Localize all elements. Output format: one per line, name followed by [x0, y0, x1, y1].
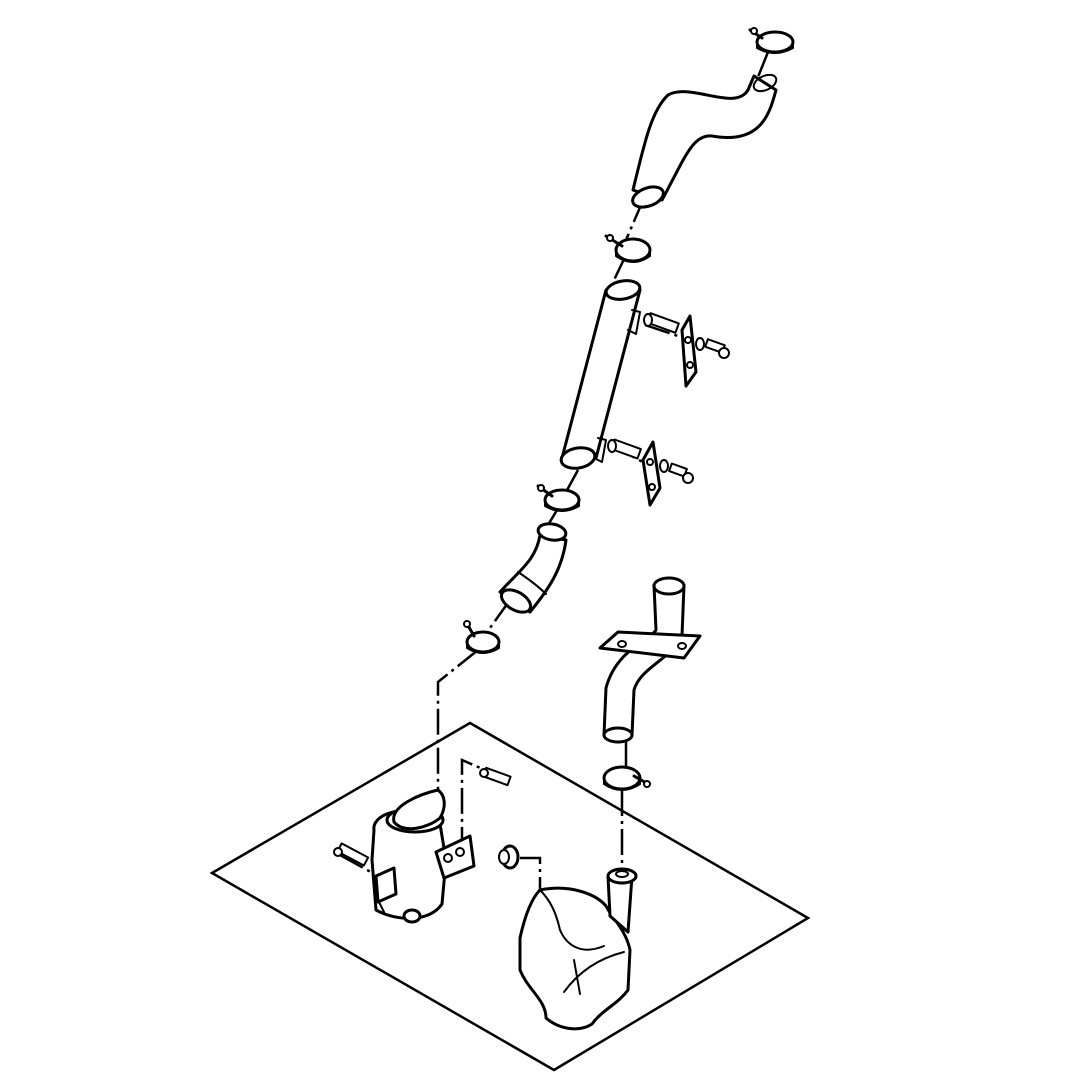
clamp-lower-left: [463, 620, 501, 654]
muffler: [518, 867, 638, 1031]
clamp-middle: [536, 484, 581, 512]
mount-bolts: [333, 766, 512, 867]
tailpipe: [631, 73, 778, 209]
bolt-set-lower: [607, 438, 694, 484]
bolt-set-upper: [643, 312, 730, 359]
catalyst-housing: [370, 788, 476, 924]
straight-pipe: [559, 279, 642, 470]
clamp-top: [748, 27, 795, 54]
bracket-lower: [641, 440, 662, 507]
clamp-lower-right: [602, 765, 651, 791]
base-plane: [209, 721, 811, 1072]
flanged-pipe: [598, 576, 702, 744]
bracket-upper: [680, 314, 698, 388]
elbow-pipe: [498, 522, 568, 614]
grommet: [498, 844, 520, 870]
clamp-upper: [604, 234, 652, 263]
